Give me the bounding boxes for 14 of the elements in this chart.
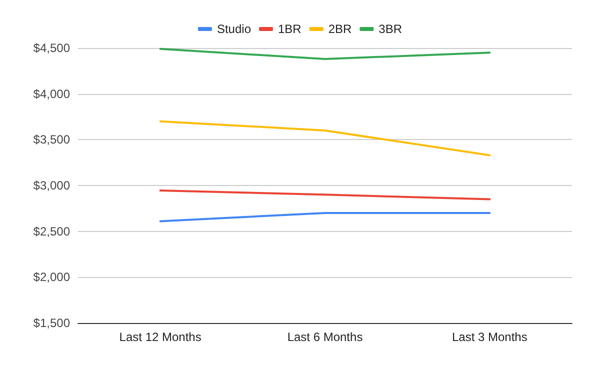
y-tick-label: $1,500: [33, 316, 70, 330]
legend-label: 3BR: [378, 22, 402, 36]
x-tick-label: Last 12 Months: [119, 330, 202, 344]
y-tick-label: $3,000: [33, 178, 70, 192]
y-tick-label: $4,000: [33, 86, 70, 101]
y-tick-label: $2,500: [33, 224, 70, 238]
legend-label: Studio: [216, 22, 252, 36]
legend-label: 2BR: [328, 22, 352, 36]
x-tick-label: Last 6 Months: [287, 330, 363, 344]
legend-label: 1BR: [278, 22, 302, 36]
x-tick-label: Last 3 Months: [452, 330, 528, 344]
y-tick-label: $4,500: [33, 41, 70, 55]
y-tick-label: $3,500: [33, 132, 70, 147]
y-tick-label: $2,000: [33, 270, 70, 284]
